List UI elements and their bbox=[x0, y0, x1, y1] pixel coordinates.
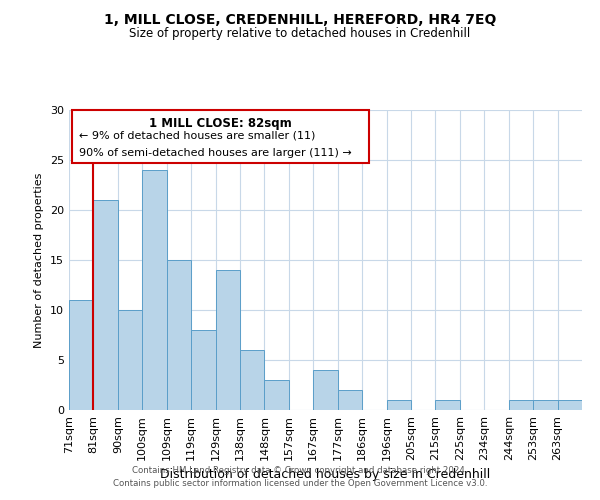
Bar bbox=[338, 390, 362, 410]
Bar bbox=[69, 300, 94, 410]
Bar bbox=[240, 350, 265, 410]
Text: 1, MILL CLOSE, CREDENHILL, HEREFORD, HR4 7EQ: 1, MILL CLOSE, CREDENHILL, HEREFORD, HR4… bbox=[104, 12, 496, 26]
Bar bbox=[313, 370, 338, 410]
Bar bbox=[167, 260, 191, 410]
Text: Contains HM Land Registry data © Crown copyright and database right 2024.
Contai: Contains HM Land Registry data © Crown c… bbox=[113, 466, 487, 487]
Bar bbox=[557, 400, 582, 410]
Y-axis label: Number of detached properties: Number of detached properties bbox=[34, 172, 44, 348]
Bar bbox=[509, 400, 533, 410]
Bar bbox=[191, 330, 215, 410]
Bar bbox=[265, 380, 289, 410]
Text: ← 9% of detached houses are smaller (11): ← 9% of detached houses are smaller (11) bbox=[79, 130, 316, 140]
Bar bbox=[215, 270, 240, 410]
Bar bbox=[533, 400, 557, 410]
Bar bbox=[118, 310, 142, 410]
Bar bbox=[94, 200, 118, 410]
Text: Size of property relative to detached houses in Credenhill: Size of property relative to detached ho… bbox=[130, 28, 470, 40]
FancyBboxPatch shape bbox=[71, 110, 369, 162]
Bar bbox=[386, 400, 411, 410]
Text: 1 MILL CLOSE: 82sqm: 1 MILL CLOSE: 82sqm bbox=[149, 118, 292, 130]
Text: 90% of semi-detached houses are larger (111) →: 90% of semi-detached houses are larger (… bbox=[79, 148, 352, 158]
X-axis label: Distribution of detached houses by size in Credenhill: Distribution of detached houses by size … bbox=[160, 468, 491, 481]
Bar bbox=[142, 170, 167, 410]
Bar bbox=[436, 400, 460, 410]
